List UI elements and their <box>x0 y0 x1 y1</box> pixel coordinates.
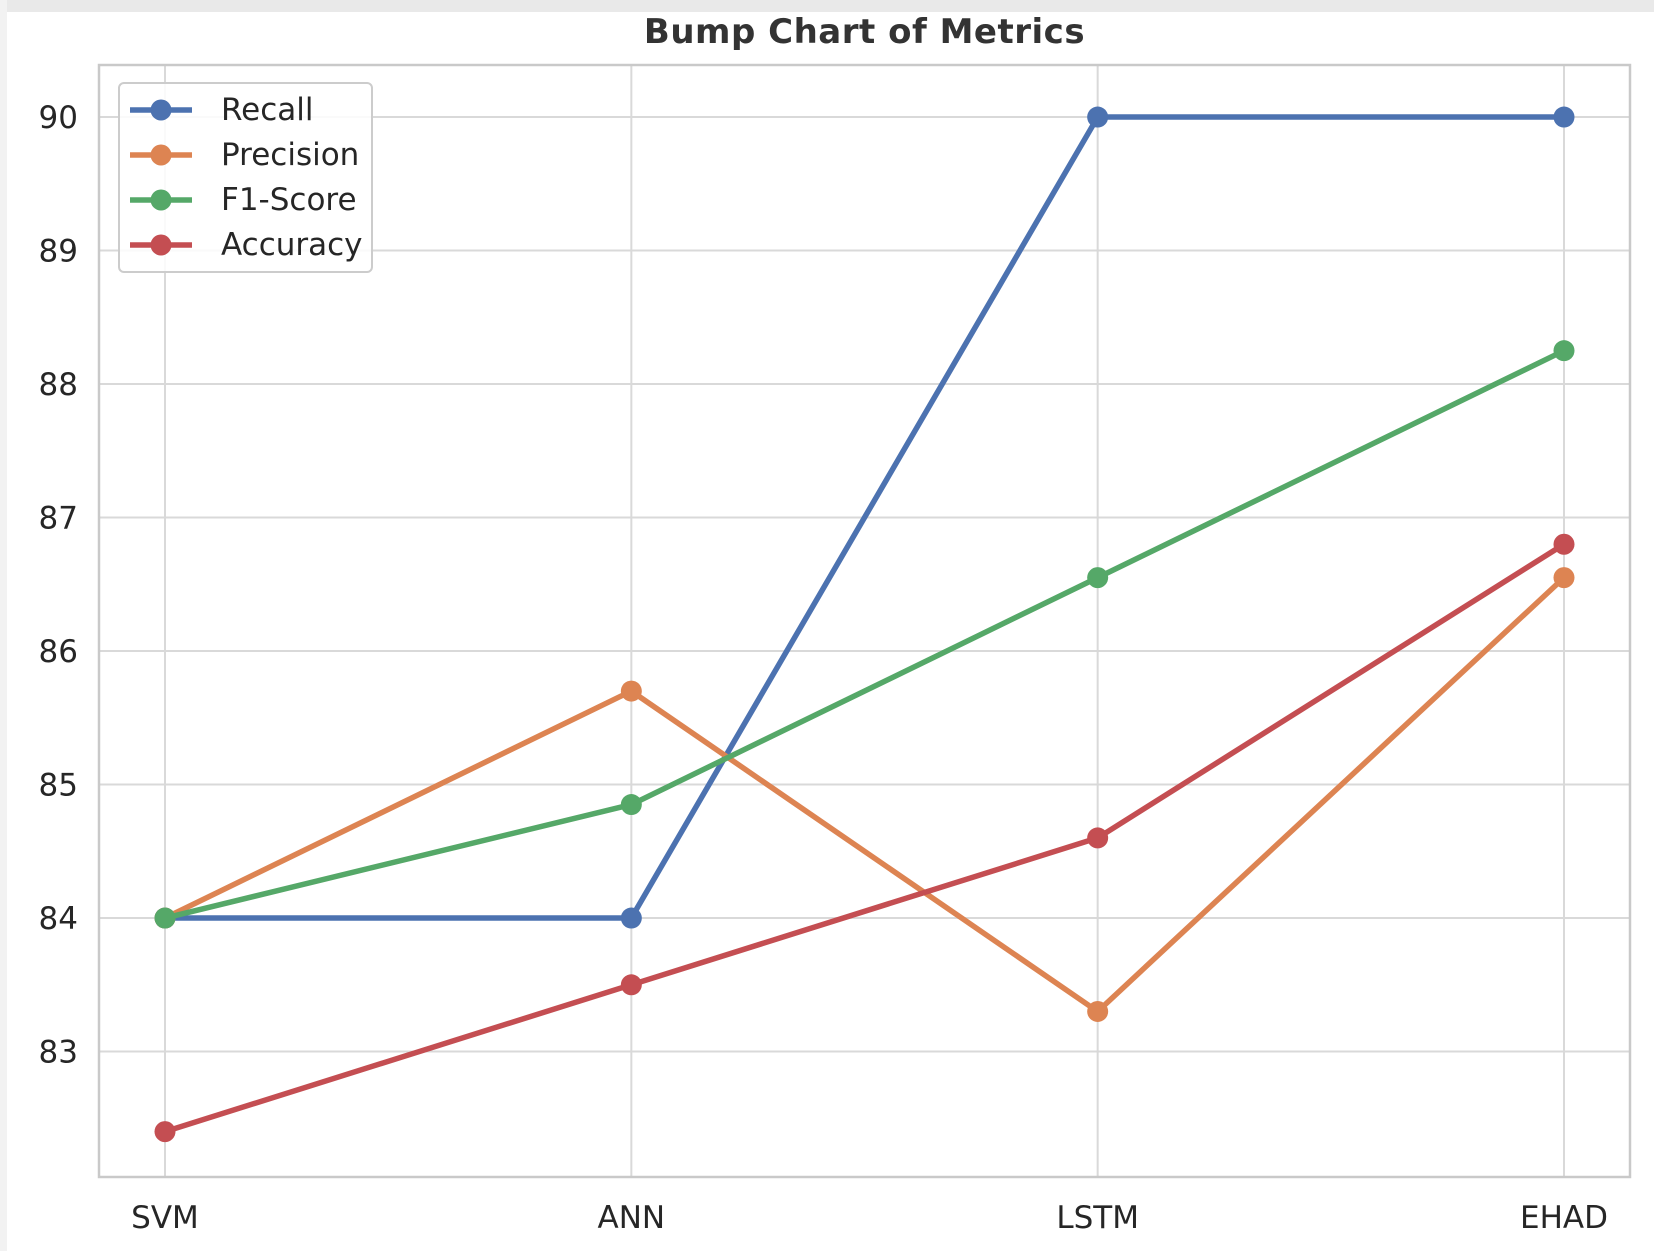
y-tick-label: 88 <box>39 367 78 403</box>
series-line-f1-score <box>164 348 1566 921</box>
data-point-f1-score-lstm <box>1087 567 1109 589</box>
legend-item-f1-score: F1-Score <box>127 182 363 218</box>
data-point-accuracy-lstm <box>1087 827 1109 849</box>
y-tick-label: 89 <box>39 234 78 270</box>
series-line-accuracy <box>164 541 1566 1135</box>
data-point-accuracy-ehad <box>1553 533 1575 555</box>
legend-item-recall: Recall <box>127 92 363 128</box>
legend-label: F1-Score <box>221 181 357 218</box>
series-line-precision <box>163 575 1566 1015</box>
legend-label: Recall <box>221 92 314 129</box>
x-tick-label-ann: ANN <box>598 1200 666 1236</box>
x-tick-label-ehad: EHAD <box>1520 1200 1608 1236</box>
y-tick-label: 90 <box>39 100 78 136</box>
data-point-precision-ann <box>620 680 642 702</box>
data-point-accuracy-svm <box>154 1121 176 1143</box>
data-point-f1-score-svm <box>154 907 176 929</box>
legend-line-dot-icon <box>130 234 192 256</box>
data-point-precision-lstm <box>1087 1000 1109 1022</box>
legend: Recall Precision F1-Score Accuracy <box>118 82 373 273</box>
y-tick-label: 84 <box>39 901 78 937</box>
legend-line-dot-icon <box>130 189 192 211</box>
legend-label: Precision <box>221 137 360 174</box>
data-point-f1-score-ann <box>620 794 642 816</box>
screenshot-top-edge <box>0 0 1654 12</box>
data-point-recall-lstm <box>1087 106 1109 128</box>
screenshot-left-edge <box>0 0 7 1251</box>
data-point-recall-ann <box>620 907 642 929</box>
data-point-recall-ehad <box>1553 106 1575 128</box>
y-tick-label: 85 <box>39 768 78 804</box>
legend-label: Accuracy <box>221 226 363 263</box>
legend-line-dot-icon <box>130 144 192 166</box>
axes-spines <box>97 63 1632 1179</box>
y-tick-label: 86 <box>39 634 78 670</box>
y-tick-label: 83 <box>39 1035 78 1071</box>
x-tick-label-lstm: LSTM <box>1056 1200 1139 1236</box>
legend-line-dot-icon <box>130 99 192 121</box>
data-point-precision-ehad <box>1553 567 1575 589</box>
data-point-f1-score-ehad <box>1553 340 1575 362</box>
series-line-recall <box>165 114 1564 921</box>
legend-item-accuracy: Accuracy <box>127 227 363 263</box>
data-point-accuracy-ann <box>620 974 642 996</box>
x-tick-label-svm: SVM <box>131 1200 199 1236</box>
y-tick-label: 87 <box>39 501 78 537</box>
legend-item-precision: Precision <box>127 137 363 173</box>
chart-title: Bump Chart of Metrics <box>643 12 1086 52</box>
